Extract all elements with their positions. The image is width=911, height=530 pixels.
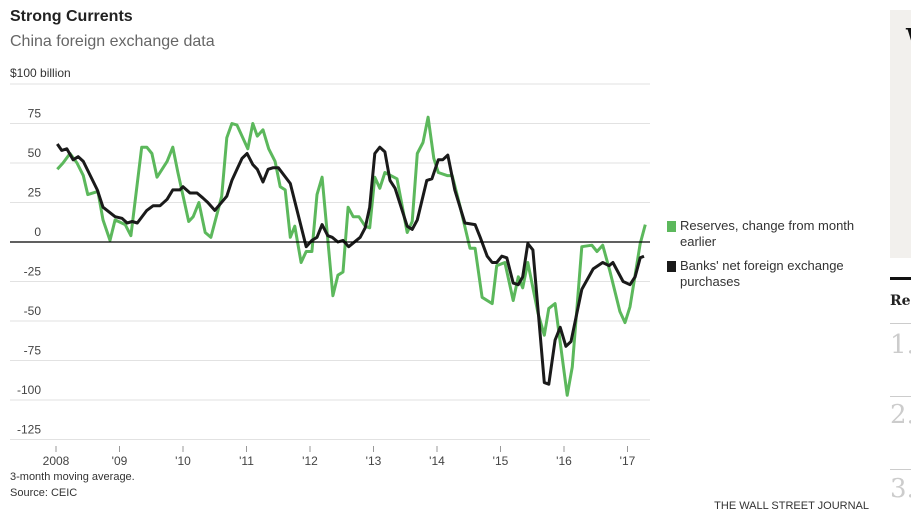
- divider: [890, 277, 911, 280]
- y-tick-label: 50: [28, 146, 42, 160]
- x-tick-label: '09: [112, 454, 128, 468]
- y-axis-unit: $100 billion: [10, 66, 71, 80]
- x-tick-label: '10: [175, 454, 191, 468]
- x-tick-label: '13: [366, 454, 382, 468]
- x-tick-label: '11: [239, 454, 254, 468]
- legend-item-reserves: Reserves, change from month earlier: [667, 218, 877, 250]
- sidebar-item-1[interactable]: 1.: [890, 330, 911, 360]
- footnote: 3-month moving average.: [10, 471, 135, 483]
- series-line-banks: [56, 143, 645, 386]
- sidebar-heading: Re: [890, 293, 911, 309]
- y-tick-label: -125: [17, 423, 41, 437]
- y-tick-label: -25: [24, 265, 42, 279]
- x-tick-label: '15: [493, 454, 509, 468]
- x-tick-label: '17: [620, 454, 636, 468]
- divider: [890, 469, 911, 470]
- legend-swatch-green: [667, 221, 676, 232]
- y-tick-label: 0: [34, 225, 41, 239]
- legend-swatch-black: [667, 261, 676, 272]
- y-tick-label: -50: [24, 304, 42, 318]
- x-tick-label: '16: [556, 454, 572, 468]
- credit: THE WALL STREET JOURNAL: [714, 500, 869, 512]
- y-tick-label: 25: [28, 186, 42, 200]
- legend-label: Banks' net foreign exchange purchases: [680, 258, 844, 289]
- sidebar-logo-letter: W: [906, 24, 911, 54]
- series-line-reserves: [56, 115, 647, 397]
- x-tick-label: 2008: [43, 454, 70, 468]
- x-tick-label: '14: [429, 454, 445, 468]
- sidebar-ad-box[interactable]: W: [890, 10, 911, 258]
- y-tick-label: -75: [24, 344, 42, 358]
- sidebar-item-3[interactable]: 3.: [890, 474, 911, 504]
- x-tick-label: '12: [302, 454, 318, 468]
- divider: [890, 323, 911, 324]
- chart-title: Strong Currents: [10, 8, 133, 25]
- chart-subtitle: China foreign exchange data: [10, 33, 215, 50]
- legend-label: Reserves, change from month earlier: [680, 218, 855, 249]
- sidebar-item-2[interactable]: 2.: [890, 400, 911, 430]
- source-note: Source: CEIC: [10, 487, 78, 499]
- y-tick-label: -100: [17, 383, 41, 397]
- y-tick-label: 75: [28, 107, 42, 121]
- divider: [890, 396, 911, 397]
- legend-item-banks: Banks' net foreign exchange purchases: [667, 258, 877, 290]
